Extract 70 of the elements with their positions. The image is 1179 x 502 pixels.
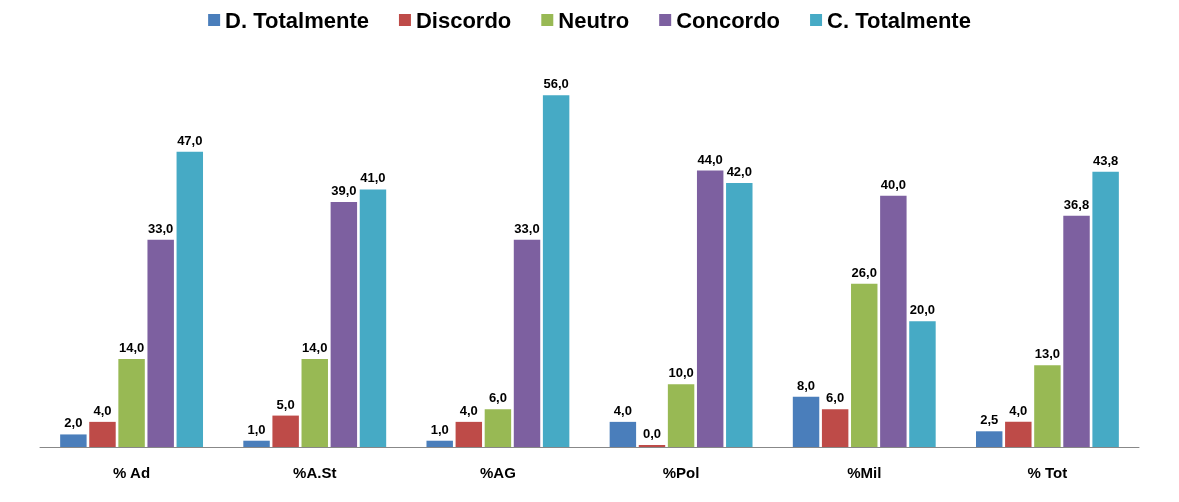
data-label: 0,0 — [642, 426, 662, 441]
data-label: 40,0 — [880, 176, 907, 192]
data-label: 33,0 — [148, 220, 174, 236]
bar — [1092, 171, 1119, 447]
bar — [147, 239, 174, 447]
bar — [426, 440, 453, 447]
data-label: 2,5 — [980, 412, 999, 428]
bar — [1034, 365, 1061, 447]
x-tick-label: %A.St — [293, 464, 337, 481]
bar — [609, 421, 637, 447]
bar — [851, 283, 878, 447]
legend-label: D. Totalmente — [225, 7, 369, 33]
bar — [455, 421, 483, 447]
data-label: 13,0 — [1034, 346, 1061, 362]
bar — [696, 170, 724, 447]
bar — [484, 409, 512, 447]
x-tick-label: %Pol — [662, 464, 700, 481]
data-label: 1,0 — [430, 421, 449, 437]
bar — [975, 431, 1003, 447]
bar — [89, 421, 116, 447]
legend-label: Concordo — [676, 7, 781, 33]
legend-label: C. Totalmente — [827, 7, 971, 33]
bar — [880, 195, 907, 447]
bar — [60, 434, 87, 447]
x-tick-label: %Mil — [847, 464, 882, 481]
bar — [272, 415, 299, 447]
bar — [176, 151, 204, 447]
data-label: 39,0 — [331, 182, 357, 198]
bar — [667, 384, 695, 447]
bar — [821, 409, 849, 447]
data-label: 26,0 — [851, 264, 877, 280]
data-label: 4,0 — [93, 402, 112, 418]
data-label: 14,0 — [302, 340, 328, 356]
data-label: 20,0 — [909, 302, 936, 318]
bar — [118, 359, 145, 447]
x-tick-label: %AG — [479, 464, 516, 481]
data-label: 5,0 — [276, 396, 295, 412]
data-label: 47,0 — [177, 132, 203, 148]
bar — [909, 321, 936, 447]
data-label: 6,0 — [826, 390, 845, 406]
x-tick-label: % Tot — [1027, 464, 1068, 481]
data-label: 4,0 — [459, 402, 478, 418]
bar — [1063, 215, 1090, 447]
data-label: 4,0 — [613, 402, 632, 418]
data-label: 56,0 — [543, 76, 569, 92]
data-label: 8,0 — [797, 377, 816, 393]
data-label: 36,8 — [1063, 196, 1090, 212]
data-label: 4,0 — [1009, 402, 1028, 418]
bar — [359, 189, 387, 447]
data-label: 1,0 — [247, 421, 266, 437]
bar — [1005, 421, 1032, 447]
bar — [542, 95, 570, 447]
data-label: 10,0 — [668, 365, 694, 381]
data-label: 2,0 — [64, 415, 83, 431]
bar — [792, 396, 820, 447]
bar — [301, 359, 328, 447]
legend-label: Neutro — [558, 7, 630, 33]
bar — [513, 239, 541, 447]
data-label: 42,0 — [726, 164, 752, 180]
data-label: 33,0 — [514, 220, 540, 236]
legend-label: Discordo — [415, 7, 512, 33]
data-label: 43,8 — [1092, 152, 1119, 168]
bar — [330, 201, 358, 447]
data-label: 6,0 — [488, 390, 507, 406]
bar — [243, 440, 270, 447]
data-label: 44,0 — [697, 151, 723, 167]
data-label: 41,0 — [360, 170, 386, 186]
data-label: 14,0 — [118, 340, 145, 356]
bar — [726, 183, 753, 447]
x-tick-label: % Ad — [113, 464, 151, 481]
